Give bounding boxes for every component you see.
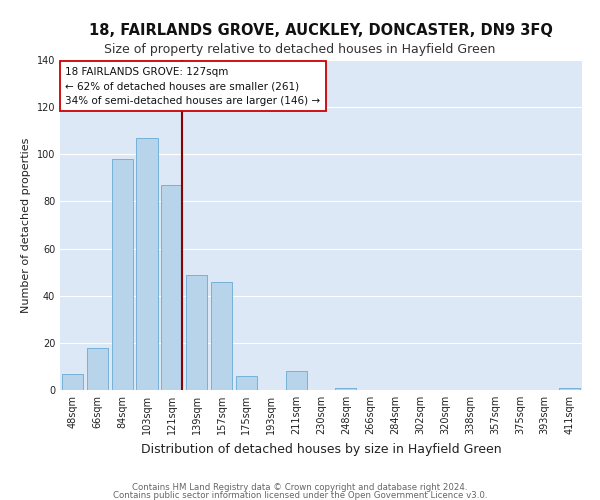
Bar [286,371,307,390]
Bar [62,374,83,390]
Bar [335,388,356,390]
Text: Contains public sector information licensed under the Open Government Licence v3: Contains public sector information licen… [113,492,487,500]
Bar [236,376,257,390]
Bar [87,348,108,390]
Title: 18, FAIRLANDS GROVE, AUCKLEY, DONCASTER, DN9 3FQ: 18, FAIRLANDS GROVE, AUCKLEY, DONCASTER,… [89,23,553,38]
Bar [559,388,580,390]
Text: 18 FAIRLANDS GROVE: 127sqm
← 62% of detached houses are smaller (261)
34% of sem: 18 FAIRLANDS GROVE: 127sqm ← 62% of deta… [65,66,320,106]
Bar [211,282,232,390]
Bar [186,274,207,390]
Text: Contains HM Land Registry data © Crown copyright and database right 2024.: Contains HM Land Registry data © Crown c… [132,483,468,492]
Text: Size of property relative to detached houses in Hayfield Green: Size of property relative to detached ho… [104,42,496,56]
X-axis label: Distribution of detached houses by size in Hayfield Green: Distribution of detached houses by size … [140,442,502,456]
Bar [136,138,158,390]
Bar [112,159,133,390]
Bar [161,185,182,390]
Y-axis label: Number of detached properties: Number of detached properties [21,138,31,312]
